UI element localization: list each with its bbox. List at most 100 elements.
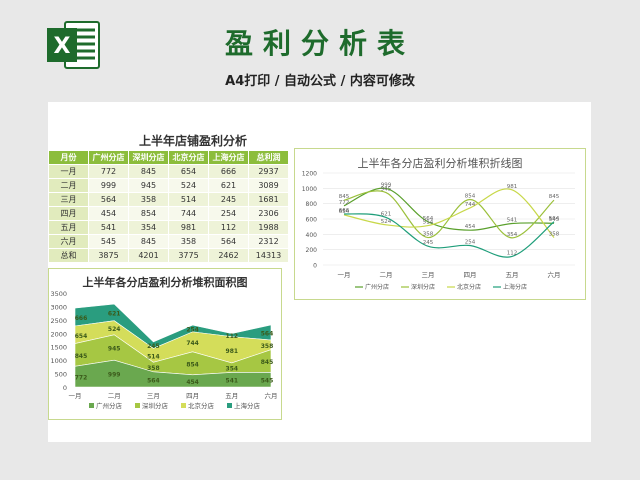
x-tick-label: 六月 — [548, 270, 561, 279]
column-header: 总利润 — [248, 150, 289, 165]
y-tick-label: 600 — [306, 217, 318, 224]
excel-logo-icon: X — [47, 21, 100, 69]
data-label: 621 — [381, 211, 392, 217]
y-tick-label: 3000 — [50, 303, 67, 311]
x-tick-label: 一月 — [338, 271, 351, 279]
data-label: 999 — [381, 182, 392, 188]
data-label: 945 — [381, 187, 392, 193]
data-label: 772 — [75, 375, 88, 382]
y-tick-label: 1000 — [50, 357, 67, 365]
data-label: 358 — [147, 365, 160, 372]
data-label: 545 — [549, 217, 560, 223]
area-series-1 — [74, 359, 272, 388]
data-label: 358 — [261, 343, 274, 350]
data-label: 981 — [226, 348, 239, 355]
data-label: 254 — [186, 326, 199, 333]
x-tick-label: 三月 — [147, 392, 160, 400]
value-cell: 845 — [128, 234, 169, 249]
value-cell: 2312 — [248, 234, 289, 249]
column-header: 上海分店 — [208, 150, 249, 165]
value-cell: 1681 — [248, 192, 289, 207]
row-label-cell: 二月 — [48, 178, 89, 193]
value-cell: 14313 — [248, 248, 289, 263]
value-cell: 358 — [128, 192, 169, 207]
data-label: 854 — [465, 194, 476, 200]
legend-swatch — [227, 403, 232, 408]
data-label: 999 — [108, 372, 121, 379]
data-label: 564 — [147, 377, 160, 384]
row-label-cell: 五月 — [48, 220, 89, 235]
value-cell: 2937 — [248, 164, 289, 179]
row-label-cell: 一月 — [48, 164, 89, 179]
line-series-3 — [343, 188, 555, 238]
value-cell: 945 — [128, 178, 169, 193]
legend-swatch — [89, 403, 94, 408]
line-series-2 — [343, 190, 555, 239]
column-header: 月份 — [48, 150, 89, 165]
page-title: 盈利分析表 — [224, 27, 415, 60]
data-label: 666 — [339, 208, 350, 214]
table-row: 六月 545 845 358 564 2312 — [48, 234, 289, 249]
data-label: 358 — [549, 232, 560, 238]
legend-swatch — [181, 403, 186, 408]
value-cell: 564 — [208, 234, 249, 249]
value-cell: 3089 — [248, 178, 289, 193]
data-label: 112 — [226, 333, 239, 340]
data-label: 358 — [423, 232, 434, 238]
value-cell: 454 — [88, 206, 129, 221]
data-label: 845 — [75, 353, 88, 360]
data-label: 541 — [226, 378, 239, 385]
table-title: 上半年店铺盈利分析 — [138, 134, 247, 148]
sheet-paper: 上半年店铺盈利分析 月份 广州分店 深圳分店 北京分店 上海分店 总利润 一月 7… — [48, 102, 591, 442]
data-label: 845 — [261, 359, 274, 366]
value-cell: 564 — [88, 192, 129, 207]
row-label-cell: 总和 — [48, 248, 89, 263]
page-subtitle: A4打印 / 自动公式 / 内容可修改 — [225, 74, 415, 89]
value-cell: 254 — [208, 206, 249, 221]
data-label: 354 — [226, 366, 239, 373]
value-cell: 3875 — [88, 248, 129, 263]
value-cell: 4201 — [128, 248, 169, 263]
legend-label: 深圳分店 — [411, 283, 435, 291]
value-cell: 744 — [168, 206, 209, 221]
y-tick-label: 0 — [313, 263, 317, 270]
legend-swatch — [135, 403, 140, 408]
y-tick-label: 1200 — [302, 171, 317, 178]
legend-label: 上海分店 — [503, 283, 527, 291]
row-label-cell: 六月 — [48, 234, 89, 249]
area-chart: 3500 3000 2500 2000 1500 1000 500 0一月 二月 三月 四月 五月 六月… — [50, 290, 277, 410]
table-header-row: 月份 广州分店 深圳分店 北京分店 上海分店 总利润 — [48, 150, 289, 165]
profit-table: 月份 广州分店 深圳分店 北京分店 上海分店 总利润 一月 772 845 654 66… — [48, 150, 289, 263]
y-tick-label: 0 — [63, 384, 67, 392]
data-label: 524 — [108, 326, 121, 333]
data-label: 514 — [147, 353, 160, 360]
data-label: 354 — [507, 232, 518, 238]
y-tick-label: 800 — [306, 201, 318, 208]
data-label: 654 — [75, 333, 88, 340]
value-cell: 354 — [128, 220, 169, 235]
legend-label: 深圳分店 — [142, 401, 169, 410]
x-tick-label: 四月 — [186, 392, 199, 400]
column-header: 北京分店 — [168, 150, 209, 165]
data-label: 666 — [75, 315, 88, 322]
table-row: 三月 564 358 514 245 1681 — [48, 192, 289, 207]
data-label: 772 — [339, 200, 350, 206]
data-label: 981 — [507, 184, 518, 190]
legend-label: 北京分店 — [188, 401, 215, 410]
value-cell: 245 — [208, 192, 249, 207]
area-chart-title: 上半年各分店盈利分析堆积面积图 — [82, 276, 248, 289]
stacked-area-chart-panel: 上半年各分店盈利分析堆积面积图 3500 3000 2500 2000 1500 1000… — [48, 268, 282, 420]
table-row: 总和 3875 4201 3775 2462 14313 — [48, 248, 289, 263]
data-label: 514 — [423, 220, 434, 226]
line-series-4 — [343, 213, 555, 258]
value-cell: 545 — [88, 234, 129, 249]
svg-text:X: X — [54, 34, 71, 59]
data-label: 845 — [549, 194, 560, 200]
data-label: 744 — [186, 340, 199, 347]
data-label: 945 — [108, 345, 121, 352]
x-tick-label: 二月 — [108, 392, 121, 400]
x-tick-label: 三月 — [422, 271, 435, 279]
value-cell: 541 — [88, 220, 129, 235]
x-tick-label: 五月 — [225, 392, 238, 400]
table-row: 一月 772 845 654 666 2937 — [48, 164, 289, 179]
